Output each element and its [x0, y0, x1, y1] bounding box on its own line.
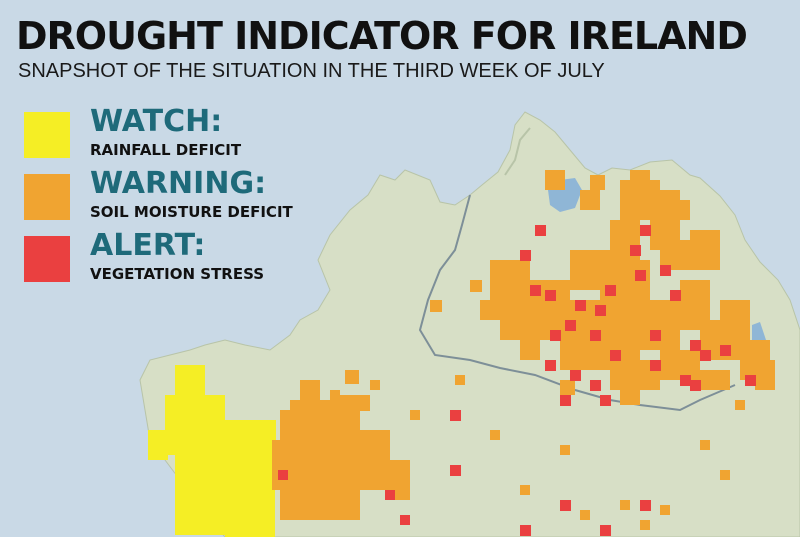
- lough-foyle-coast: [504, 127, 531, 176]
- drought-cell: [545, 360, 556, 371]
- drought-cell: [745, 375, 756, 386]
- drought-cell: [545, 290, 556, 301]
- drought-cell: [700, 440, 710, 450]
- drought-cell: [385, 490, 395, 500]
- drought-cell: [370, 380, 380, 390]
- drought-cell: [755, 360, 775, 390]
- drought-cell: [205, 395, 225, 535]
- drought-cell: [690, 230, 720, 270]
- map-title: DROUGHT INDICATOR FOR IRELAND: [16, 14, 748, 58]
- drought-cell: [670, 290, 681, 301]
- legend-title-watch: WATCH:: [90, 104, 223, 139]
- drought-cell: [600, 525, 611, 536]
- drought-cell: [590, 175, 605, 190]
- drought-cell: [165, 395, 180, 455]
- drought-cell: [720, 470, 730, 480]
- drought-cell: [640, 500, 651, 511]
- drought-cell: [550, 330, 561, 341]
- drought-cell: [680, 375, 691, 386]
- legend-title-alert: ALERT:: [90, 228, 206, 263]
- drought-cell: [570, 370, 581, 381]
- legend-title-warning: WARNING:: [90, 166, 267, 201]
- drought-cells: [148, 170, 775, 537]
- drought-cell: [520, 485, 530, 495]
- drought-cell: [630, 170, 650, 185]
- drought-cell: [280, 410, 360, 520]
- drought-cell: [580, 510, 590, 520]
- drought-cell: [490, 430, 500, 440]
- drought-cell: [660, 505, 670, 515]
- drought-cell: [670, 200, 690, 220]
- drought-cell: [300, 395, 310, 405]
- drought-cell: [500, 300, 540, 340]
- drought-cell: [605, 285, 616, 296]
- drought-cell: [535, 225, 546, 236]
- drought-cell: [700, 370, 730, 390]
- drought-cell: [640, 520, 650, 530]
- drought-cell: [520, 250, 531, 261]
- drought-cell: [595, 305, 606, 316]
- drought-cell: [610, 350, 621, 361]
- drought-cell: [560, 340, 610, 370]
- map-subtitle: SNAPSHOT OF THE SITUATION IN THE THIRD W…: [18, 60, 605, 82]
- drought-cell: [560, 445, 570, 455]
- drought-cell: [470, 280, 482, 292]
- drought-cell: [580, 190, 600, 210]
- drought-cell: [360, 430, 390, 490]
- drought-cell: [620, 500, 630, 510]
- drought-cell: [520, 340, 540, 360]
- drought-cell: [620, 390, 640, 405]
- drought-cell: [690, 340, 701, 351]
- drought-cell: [635, 270, 646, 281]
- drought-cell: [650, 360, 661, 371]
- northern-ireland-border: [418, 194, 736, 412]
- legend-swatch-watch: [24, 112, 70, 158]
- drought-cell: [560, 395, 571, 406]
- drought-cell: [560, 380, 575, 395]
- drought-cell: [450, 465, 461, 476]
- drought-cell: [345, 370, 359, 384]
- legend-swatch-warning: [24, 174, 70, 220]
- drought-cell: [450, 410, 461, 421]
- drought-cell: [735, 400, 745, 410]
- drought-cell: [660, 265, 671, 276]
- drought-cell: [545, 170, 565, 190]
- drought-cell: [650, 330, 661, 341]
- legend-desc-alert: VEGETATION STRESS: [90, 265, 265, 283]
- drought-cell: [455, 375, 465, 385]
- drought-cell: [640, 300, 680, 350]
- drought-cell: [700, 350, 711, 361]
- legend-desc-warning: SOIL MOISTURE DEFICIT: [90, 203, 293, 221]
- drought-cell: [600, 395, 611, 406]
- drought-cell: [430, 300, 442, 312]
- drought-cell: [520, 525, 531, 536]
- drought-cell: [148, 430, 168, 460]
- drought-cell: [575, 300, 586, 311]
- drought-cell: [530, 285, 541, 296]
- drought-cell: [565, 320, 576, 331]
- drought-cell: [560, 500, 571, 511]
- drought-cell: [278, 470, 288, 480]
- drought-cell: [640, 225, 651, 236]
- drought-cell: [410, 410, 420, 420]
- drought-cell: [590, 380, 601, 391]
- drought-cell: [630, 245, 641, 256]
- drought-cell: [272, 440, 292, 490]
- legend-swatch-alert: [24, 236, 70, 282]
- drought-cell: [720, 345, 731, 356]
- legend-desc-watch: RAINFALL DEFICIT: [90, 141, 242, 159]
- drought-cell: [400, 515, 410, 525]
- drought-cell: [690, 380, 701, 391]
- drought-cell: [590, 330, 601, 341]
- drought-cell: [330, 390, 340, 400]
- drought-cell: [480, 300, 500, 320]
